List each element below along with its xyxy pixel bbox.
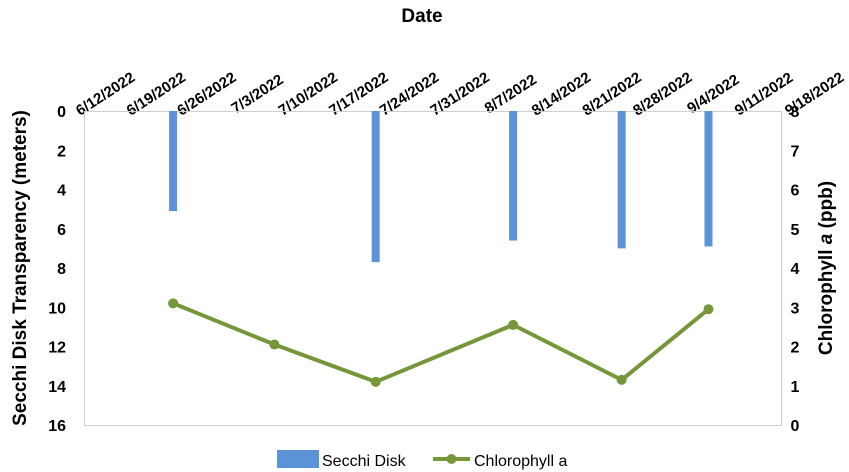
- y-right-title-main: Chlorophyll: [816, 244, 837, 355]
- y-right-title-unit: (ppb): [816, 181, 837, 234]
- y-right-tick-label: 5: [791, 222, 800, 239]
- x-axis-title: Date: [401, 6, 442, 27]
- secchi-bar: [371, 111, 380, 263]
- y-left-tick-label: 2: [57, 143, 66, 160]
- y-right-axis-title: Chlorophyll a (ppb): [816, 181, 837, 355]
- y-right-tick-label: 1: [791, 379, 800, 396]
- y-right-tick-label: 2: [791, 340, 800, 357]
- secchi-bar: [509, 111, 518, 241]
- y-left-tick-label: 16: [48, 418, 66, 435]
- chlorophyll-series: [168, 298, 714, 387]
- chlorophyll-point: [370, 376, 381, 387]
- y-right-tick-label: 7: [791, 143, 800, 160]
- chlorophyll-point: [508, 319, 519, 330]
- y-right-title-italic: a: [816, 233, 837, 244]
- legend-swatch-chlorophyll-marker: [446, 454, 457, 464]
- y-left-tick-label: 8: [57, 261, 66, 278]
- y-right-tick-labels: 0 1 2 3 4 5 6 7 8: [791, 104, 800, 435]
- legend-swatch-secchi: [277, 450, 319, 468]
- y-left-tick-label: 0: [57, 104, 66, 121]
- chlorophyll-line: [172, 301, 710, 384]
- y-left-tick-label: 4: [57, 183, 66, 200]
- chlorophyll-point: [269, 339, 280, 350]
- y-left-tick-label: 14: [48, 379, 66, 396]
- secchi-bar: [704, 111, 713, 247]
- legend-label-chlorophyll: Chlorophyll a: [474, 453, 567, 470]
- y-right-tick-label: 0: [791, 418, 800, 435]
- y-right-tick-label: 4: [791, 261, 800, 278]
- y-right-tick-label: 3: [791, 300, 800, 317]
- y-left-tick-label: 6: [57, 222, 66, 239]
- legend-label-secchi: Secchi Disk: [322, 453, 407, 470]
- secchi-bar: [617, 111, 626, 249]
- legend: Secchi Disk Chlorophyll a: [277, 450, 567, 470]
- chlorophyll-point: [703, 304, 714, 315]
- y-left-tick-label: 10: [48, 300, 66, 317]
- chlorophyll-point: [168, 298, 179, 309]
- secchi-bars: [169, 111, 713, 263]
- secchi-bar: [169, 111, 178, 212]
- y-left-axis-title: Secchi Disk Transparency (meters): [10, 110, 31, 426]
- x-tick-label: 9/4/2022: [684, 71, 742, 117]
- chlorophyll-point: [616, 374, 627, 385]
- y-right-tick-label: 8: [791, 104, 800, 121]
- y-left-tick-labels: 0 2 4 6 8 10 12 14 16: [48, 104, 66, 435]
- plot-area-border: [84, 111, 782, 426]
- y-left-tick-label: 12: [48, 340, 66, 357]
- y-right-tick-label: 6: [791, 183, 800, 200]
